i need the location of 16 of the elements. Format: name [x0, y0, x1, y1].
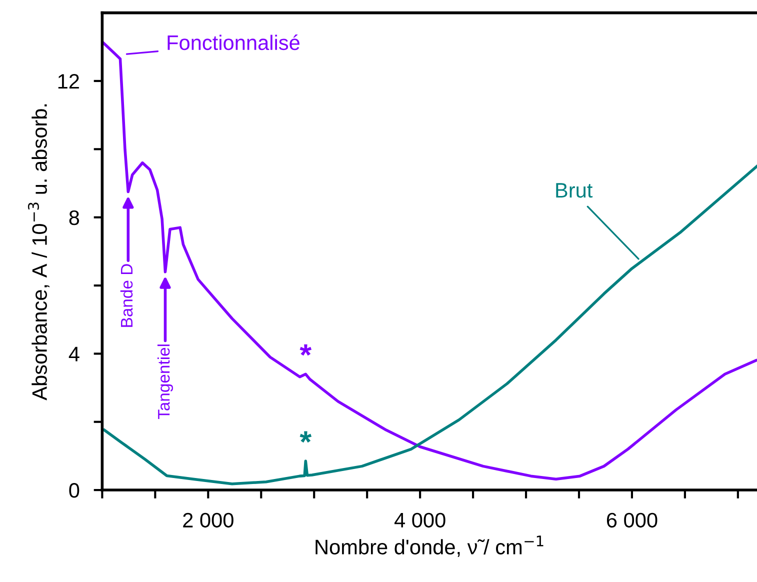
y-tick-label: 8 — [69, 210, 80, 226]
y-tick-label: 0 — [69, 483, 80, 498]
annotation: * — [300, 431, 312, 443]
annotation: Tangentiel — [157, 344, 174, 420]
y-tick-label: 12 — [58, 74, 79, 89]
x-tick-label: 6 000 — [606, 512, 658, 528]
x-axis-title: Nombre d'onde, ν̃ / cm$^{−1}$ — [316, 536, 544, 557]
annotation: * — [300, 344, 312, 356]
text: Brut — [556, 183, 593, 198]
line-series — [102, 164, 757, 486]
annotation: Bande D — [120, 264, 133, 327]
y-axis-title: Absorbance, A / 10$^{−3}$ u. absorb. — [28, 104, 50, 400]
legend-label: Fonctionnalisé — [168, 34, 300, 50]
x-tick-label: 4 000 — [394, 512, 446, 528]
x-tick-label: 2 000 — [183, 512, 234, 528]
y-tick-label: 4 — [68, 346, 80, 362]
